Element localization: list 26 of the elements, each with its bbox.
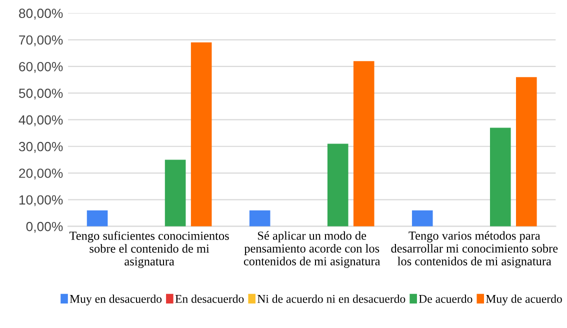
legend-label: Muy de acuerdo — [486, 294, 562, 306]
x-tick-label: Sé aplicar un modo de pensamiento acorde con los contenidos de mi asignatura — [244, 231, 380, 268]
bar — [249, 210, 270, 226]
legend-label: En desacuerdo — [175, 294, 244, 303]
y-tick-label: 80,00% — [19, 8, 63, 20]
y-tick-label: 70,00% — [19, 35, 63, 46]
bar — [86, 210, 108, 226]
y-tick-label: 40,00% — [18, 115, 63, 126]
bar — [516, 77, 537, 226]
bar — [353, 61, 374, 226]
y-tick-label: 50,00% — [18, 88, 63, 100]
x-tick-label: Tengo suficientes conocimientos sobre el contenido de mi asignatura — [70, 231, 229, 268]
y-tick-label: 60,00% — [19, 62, 63, 73]
bar — [164, 160, 186, 226]
bar — [327, 144, 348, 226]
x-tick-label: Tengo varios métodos para desarrollar mi conocimiento sobre los contenidos de mi asignatura — [391, 231, 558, 268]
y-tick-label: 0,00% — [26, 222, 63, 233]
legend-label: Ni de acuerdo ni en desacuerdo — [257, 294, 406, 303]
y-tick-label: 20,00% — [19, 168, 63, 180]
legend-label: De acuerdo — [418, 294, 472, 303]
bar — [190, 42, 212, 226]
legend-label: Muy en desacuerdo — [70, 294, 162, 306]
bar — [412, 210, 433, 226]
y-tick-label: 30,00% — [18, 142, 63, 153]
y-tick-label: 10,00% — [19, 195, 63, 206]
bar — [490, 128, 511, 226]
